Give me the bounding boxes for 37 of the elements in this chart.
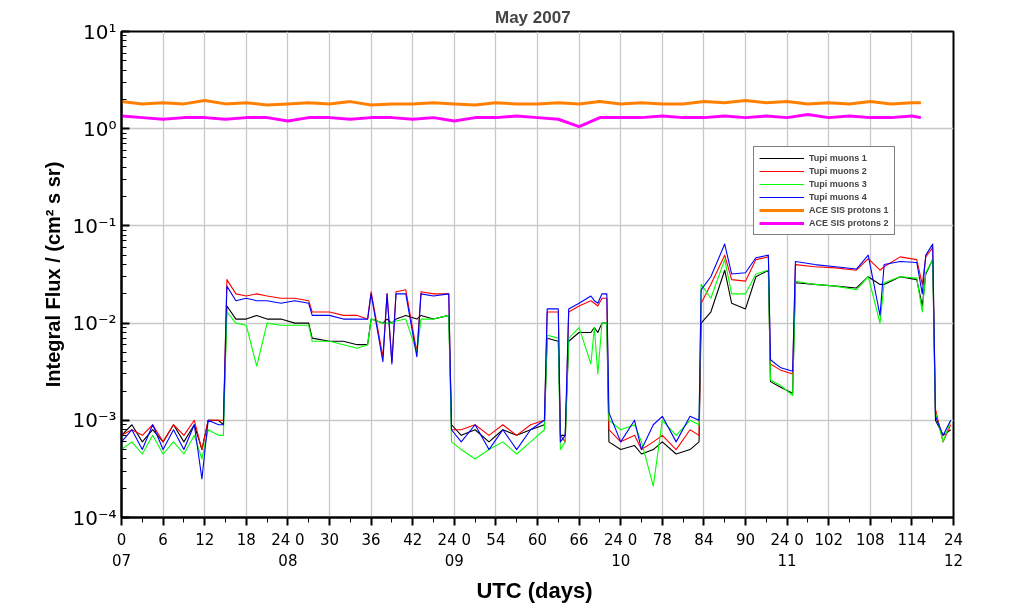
x-tick-label: 114 [897,530,927,549]
x-tick-label: 108 [855,530,885,549]
legend-label: ACE SIS protons 1 [809,204,889,216]
legend-label: Tupi muons 2 [809,165,867,177]
x-tick-label: 60 [527,530,548,549]
legend-label: Tupi muons 1 [809,152,867,164]
y-tick-label: 10⁻¹ [72,213,117,238]
x-tick-label: 24 12 [943,530,964,571]
x-tick-label: 18 [236,530,256,549]
chart-title: May 2007 [494,7,571,27]
x-tick-label: 84 [694,530,714,549]
x-tick-label: 0 07 [111,530,132,571]
x-tick-label: 24 0 10 [604,530,638,571]
y-tick-label: 10⁻² [72,311,117,336]
x-tick-label: 42 [403,530,423,549]
x-tick-label: 12 [195,530,215,549]
x-tick-label: 54 [486,530,506,549]
line-series [121,113,923,129]
x-tick-label: 24 0 11 [770,530,804,571]
legend-label: ACE SIS protons 2 [809,217,889,229]
x-tick-label: 90 [735,530,756,549]
x-tick-label: 78 [652,530,672,549]
legend-label: Tupi muons 4 [809,191,867,203]
x-axis-title: UTC (days) [476,578,593,604]
x-tick-label: 30 [319,530,340,549]
legend-label: Tupi muons 3 [809,178,867,190]
x-tick-label: 24 0 09 [437,530,472,571]
y-tick-label: 10⁰ [83,116,117,141]
y-tick-label: 10¹ [83,19,117,44]
y-axis-title: Integral Flux / (cm² s sr) [42,161,65,388]
y-tick-label: 10⁻³ [72,408,117,433]
x-tick-label: 6 [158,530,168,549]
x-tick-label: 36 [361,530,381,549]
x-tick-label: 102 [814,530,844,549]
x-tick-label: 24 0 08 [271,530,305,571]
x-tick-label: 66 [569,530,589,549]
y-tick-label: 10⁻⁴ [72,505,117,530]
